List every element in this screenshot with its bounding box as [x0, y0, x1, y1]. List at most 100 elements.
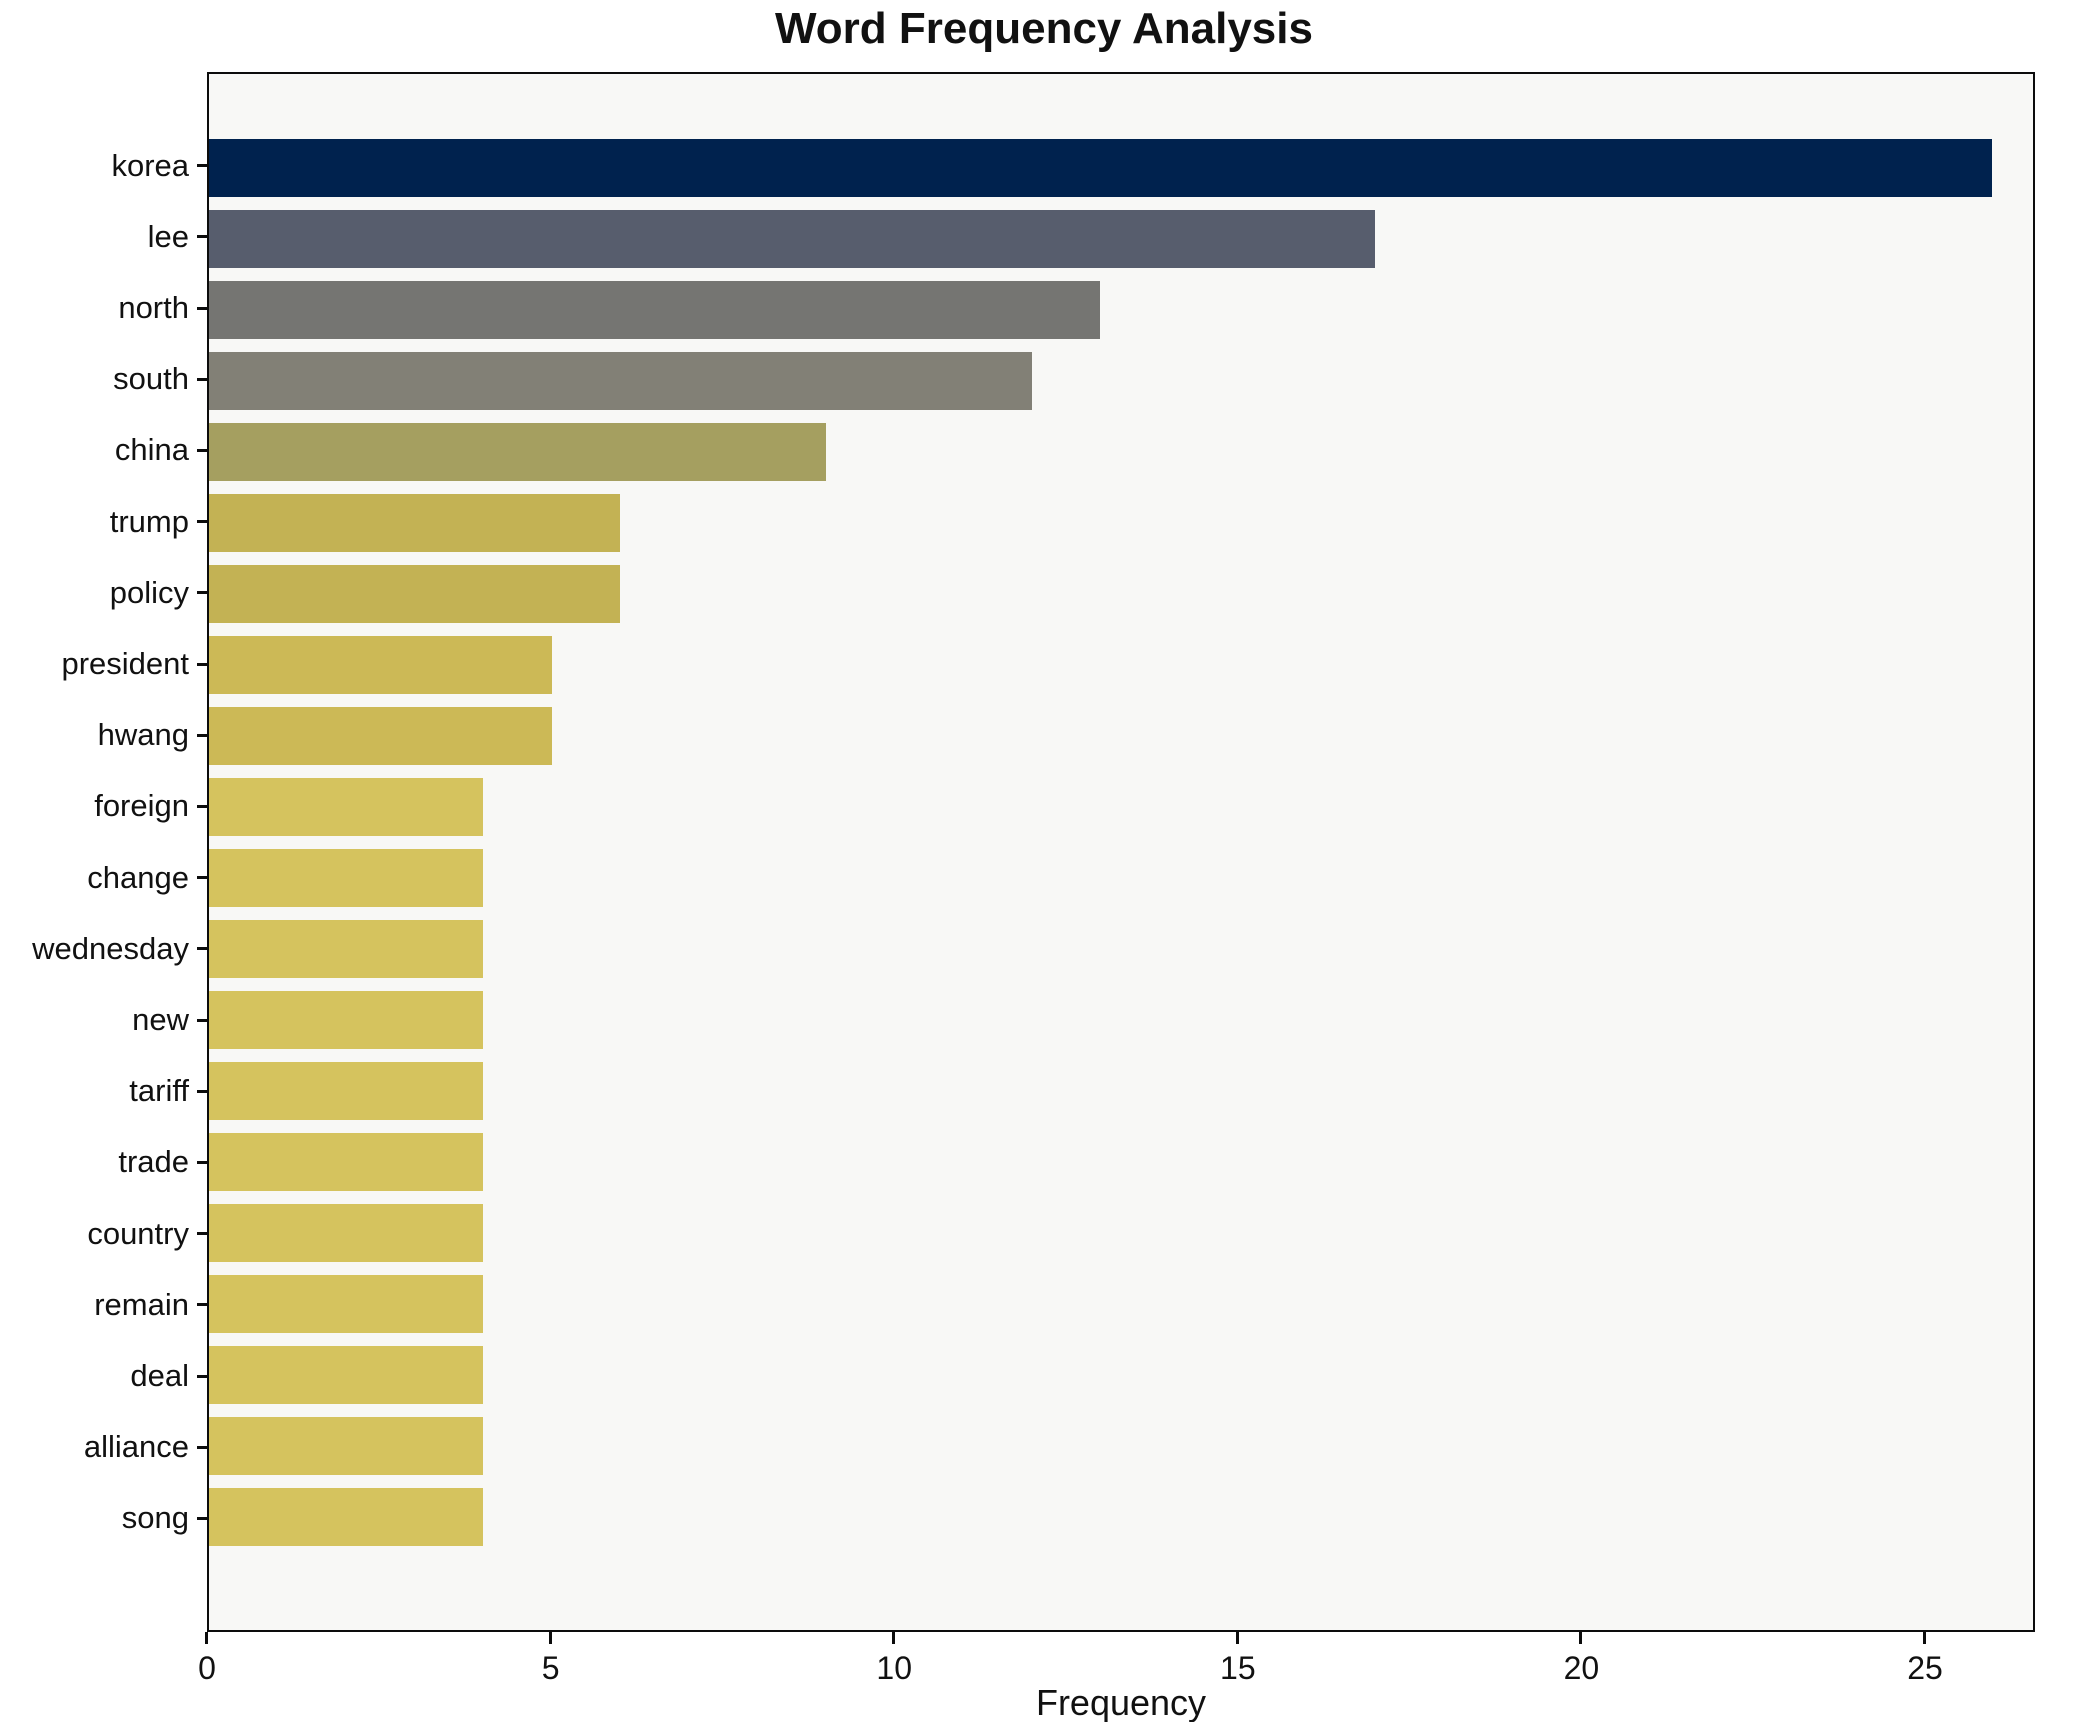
bar-policy [209, 564, 621, 623]
y-tick-label: tariff [129, 1073, 189, 1109]
bar-tariff [209, 1061, 484, 1120]
y-axis-cell: president [0, 628, 207, 699]
y-axis-cell: tariff [0, 1056, 207, 1127]
y-tick-label: korea [111, 147, 189, 183]
x-tick-mark [205, 1632, 208, 1644]
y-tick-mark [197, 448, 207, 452]
y-tick-mark [197, 733, 207, 737]
x-tick-label: 25 [1907, 1650, 1943, 1686]
y-tick-label: song [121, 1500, 189, 1536]
bar-new [209, 990, 484, 1049]
y-axis-cell: korea [0, 130, 207, 201]
bar-china [209, 422, 827, 481]
y-tick-label: hwang [97, 717, 189, 753]
bar-row [209, 771, 2033, 842]
y-tick-mark [197, 1089, 207, 1093]
x-tick-label: 5 [541, 1650, 560, 1686]
y-tick-mark [197, 235, 207, 239]
bar-row [209, 700, 2033, 771]
y-tick-mark [197, 947, 207, 951]
y-axis-cell: wednesday [0, 913, 207, 984]
bar-remain [209, 1274, 484, 1333]
x-tick-mark [1579, 1632, 1583, 1644]
y-axis-cell: trade [0, 1127, 207, 1198]
y-tick-label: lee [147, 218, 189, 254]
y-tick-mark [197, 1516, 207, 1520]
y-tick-mark [197, 164, 207, 168]
x-axis-title: Frequency [1035, 1682, 1207, 1722]
bar-row [209, 1268, 2033, 1339]
y-tick-mark [197, 876, 207, 880]
y-axis-cell: policy [0, 557, 207, 628]
y-tick-label: north [118, 290, 189, 325]
bar-south [209, 351, 1032, 410]
bar-row [209, 487, 2033, 558]
bar-lee [209, 209, 1375, 268]
bar-row [209, 1055, 2033, 1126]
x-tick-mark [1235, 1632, 1239, 1644]
y-axis-cell: deal [0, 1340, 207, 1411]
y-tick-label: deal [130, 1358, 189, 1394]
y-tick-label: south [113, 361, 189, 397]
y-tick-mark [197, 306, 207, 310]
y-axis-cell: trump [0, 486, 207, 557]
x-tick-mark [1923, 1632, 1927, 1644]
bar-song [209, 1487, 484, 1546]
bar-hwang [209, 706, 552, 765]
bar-north [209, 280, 1101, 339]
bar-korea [209, 138, 1992, 197]
bar-row [209, 984, 2033, 1055]
y-axis-cell: remain [0, 1269, 207, 1340]
x-tick-label: 0 [198, 1650, 216, 1686]
y-tick-label: trump [109, 503, 189, 539]
bar-trump [209, 493, 621, 552]
y-tick-label: trade [118, 1144, 189, 1180]
y-tick-mark [197, 662, 207, 666]
bar-row [209, 558, 2033, 629]
bar-row [209, 274, 2033, 345]
bar-trade [209, 1132, 484, 1191]
y-tick-label: china [114, 432, 189, 468]
y-tick-mark [197, 1374, 207, 1378]
bar-wednesday [209, 919, 484, 978]
bar-row [209, 203, 2033, 274]
x-tick-mark [548, 1632, 552, 1644]
y-axis-cell: foreign [0, 771, 207, 842]
y-axis-cell: north [0, 272, 207, 343]
bar-row [209, 1197, 2033, 1268]
plot-area [207, 72, 2035, 1632]
y-tick-mark [197, 804, 207, 808]
bar-row [209, 1481, 2033, 1552]
y-tick-mark [197, 377, 207, 381]
bar-change [209, 848, 484, 907]
bar-alliance [209, 1416, 484, 1475]
bar-row [209, 629, 2033, 700]
bar-country [209, 1203, 484, 1262]
bar-row [209, 1410, 2033, 1481]
bar-row [209, 1339, 2033, 1410]
y-tick-label: remain [94, 1286, 189, 1322]
y-tick-mark [197, 1303, 207, 1307]
bar-row [209, 416, 2033, 487]
y-tick-mark [197, 591, 207, 595]
x-tick-mark [892, 1632, 896, 1644]
y-tick-label: new [132, 1002, 189, 1038]
x-tick-label: 20 [1563, 1650, 1600, 1686]
y-tick-label: president [61, 646, 189, 682]
y-axis-cell: song [0, 1483, 207, 1554]
y-axis-labels: korea lee north south china trump policy presid… [0, 72, 207, 1632]
y-axis-cell: lee [0, 201, 207, 272]
x-tick-label: 15 [1220, 1650, 1256, 1686]
chart-title: Word Frequency Analysis [775, 4, 1313, 53]
y-axis-cell: new [0, 984, 207, 1055]
y-axis-cell: alliance [0, 1412, 207, 1483]
y-tick-mark [197, 1445, 207, 1449]
y-tick-label: wednesday [32, 930, 189, 966]
y-tick-label: country [87, 1215, 189, 1251]
bar-row [209, 345, 2033, 416]
y-tick-mark [197, 1160, 207, 1164]
bar-foreign [209, 777, 484, 836]
y-tick-mark [197, 1232, 207, 1236]
bar-row [209, 842, 2033, 913]
